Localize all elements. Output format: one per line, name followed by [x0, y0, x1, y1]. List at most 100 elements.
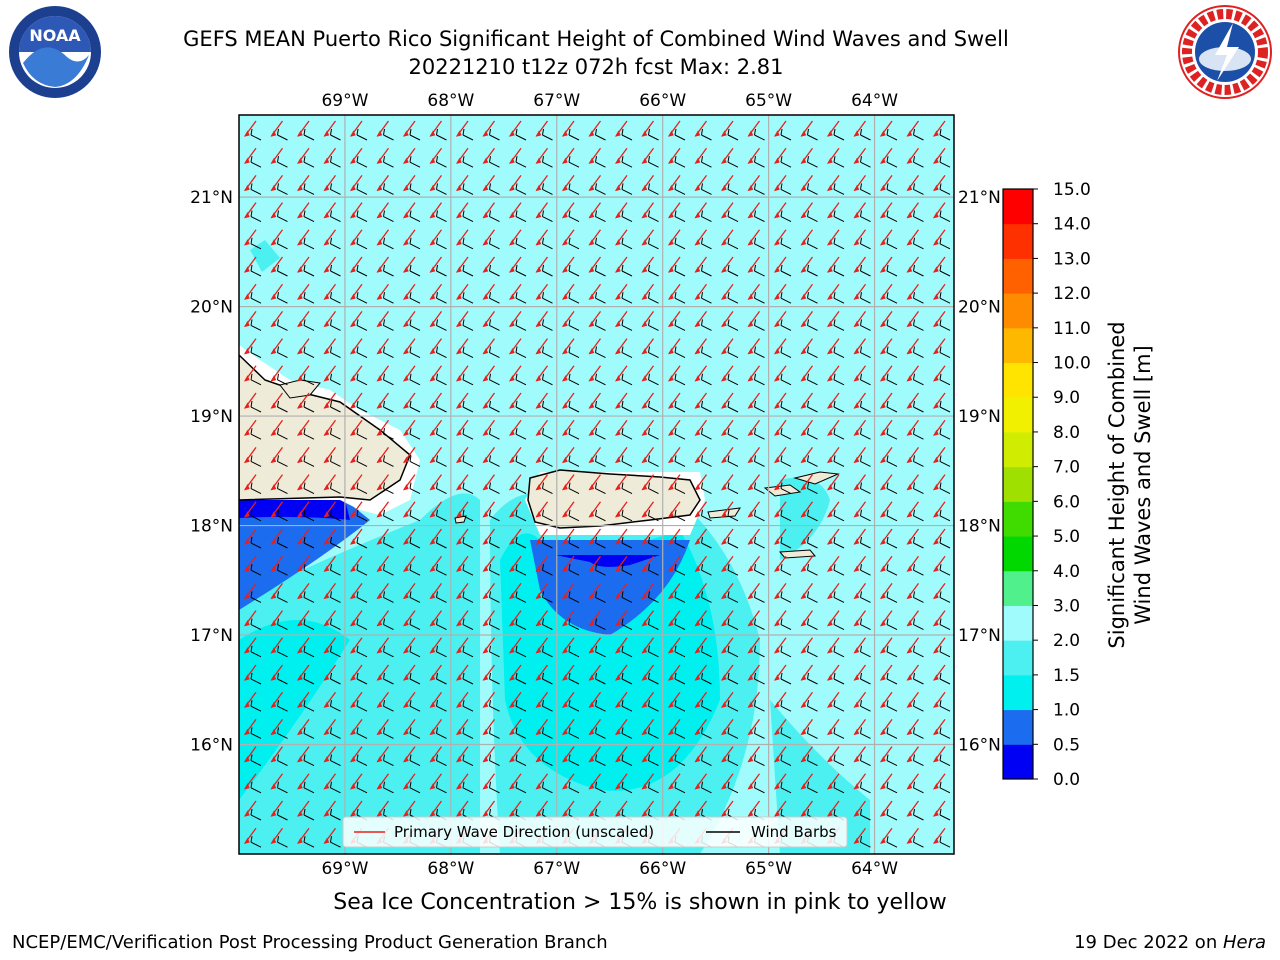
wave-arrow-head — [509, 157, 515, 164]
wind-barb-flag — [595, 591, 597, 598]
wind-barb-flag — [886, 700, 889, 707]
wind-barb-flag — [754, 591, 756, 598]
wind-barb-flag — [489, 482, 491, 489]
wave-arrow-head — [482, 483, 489, 491]
lon-label-top: 65°W — [745, 91, 792, 111]
wave-arrow-head — [800, 347, 807, 355]
wave-arrow-head — [535, 483, 542, 491]
wave-arrow-head — [535, 184, 542, 192]
wind-barb-flag — [568, 128, 571, 136]
wind-barb-flag — [595, 210, 597, 217]
wind-barb — [807, 188, 818, 195]
wind-barb-flag — [621, 210, 624, 217]
wind-barb — [303, 324, 315, 331]
wave-arrow-head — [350, 592, 356, 600]
wave-arrow-head — [509, 239, 515, 246]
wind-barb-flag — [674, 210, 677, 217]
wind-barb — [860, 243, 871, 250]
wave-arrow-head — [456, 402, 462, 409]
wind-barb — [754, 460, 765, 467]
wave-arrow-head — [853, 783, 860, 790]
wave-arrow-head — [376, 266, 383, 273]
wave-arrow-head — [694, 701, 701, 708]
wind-barb-flag — [754, 428, 756, 435]
wind-barb-flag — [886, 237, 889, 244]
wave-arrow-head — [774, 483, 780, 491]
wind-barb-flag — [833, 645, 836, 652]
wind-barb — [727, 216, 739, 223]
wind-barb-flag — [515, 482, 518, 489]
wave-arrow-head — [429, 239, 436, 246]
wind-barb-flag — [780, 754, 783, 761]
wind-barb — [542, 379, 553, 386]
wind-barb-flag — [356, 536, 359, 544]
wind-barb-flag — [833, 237, 836, 244]
wave-arrow-head — [747, 647, 754, 654]
wave-arrow-head — [800, 293, 807, 300]
wave-arrow-head — [721, 511, 727, 518]
wind-barb-flag — [356, 455, 359, 462]
wind-barb-flag — [860, 400, 862, 408]
wind-barb-flag — [356, 781, 359, 788]
wave-arrow-head — [588, 130, 595, 137]
wind-barb-flag — [515, 128, 518, 136]
wave-arrow-head — [244, 701, 250, 708]
wind-barb — [833, 760, 845, 767]
wind-barb — [780, 406, 792, 413]
wind-barb — [436, 651, 447, 658]
wind-barb — [409, 732, 421, 739]
wave-arrow-head — [747, 429, 754, 436]
colorbar-segment — [1003, 362, 1033, 398]
wind-barb-flag — [886, 264, 889, 272]
wave-arrow-head — [668, 402, 674, 409]
wind-barb-flag — [303, 210, 306, 217]
wind-barb — [383, 705, 394, 712]
wave-arrow-head — [244, 239, 250, 246]
wave-arrow-head — [774, 184, 780, 192]
wind-barb — [277, 515, 288, 522]
wave-arrow-head — [562, 157, 568, 164]
wind-barb — [436, 161, 447, 168]
wave-arrow-head — [906, 619, 913, 627]
wind-barb-flag — [939, 128, 942, 136]
wave-arrow-head — [482, 701, 489, 708]
wind-barb — [913, 297, 924, 304]
wind-barb-flag — [489, 700, 491, 707]
wave-arrow-head — [933, 674, 939, 681]
wind-barb — [568, 161, 580, 168]
wind-barb — [595, 542, 606, 549]
wave-arrow-head — [509, 647, 515, 654]
wind-barb — [356, 161, 368, 168]
wind-barb-flag — [409, 645, 412, 652]
wave-arrow-head — [350, 647, 356, 654]
wind-barb — [568, 678, 580, 685]
wind-barb-flag — [833, 700, 836, 707]
wave-arrow-head — [906, 347, 913, 355]
wind-barb — [515, 406, 527, 413]
colorbar-tick-label: 9.0 — [1053, 388, 1080, 408]
wave-arrow-head — [297, 511, 303, 518]
wind-barb — [409, 651, 421, 658]
wind-barb-flag — [886, 509, 889, 516]
wind-barb-flag — [515, 700, 518, 707]
wind-barb-flag — [621, 482, 624, 489]
wind-barb-flag — [727, 156, 730, 163]
wave-arrow-head — [244, 293, 250, 300]
wind-barb — [621, 216, 633, 223]
wave-arrow-head — [721, 483, 727, 491]
wave-arrow-head — [509, 538, 515, 545]
wind-barb — [807, 352, 818, 359]
wave-arrow-head — [535, 266, 542, 273]
wave-arrow-head — [853, 538, 860, 545]
wave-arrow-head — [906, 755, 913, 763]
wind-barb-flag — [462, 591, 465, 598]
wave-arrow-head — [853, 592, 860, 600]
lat-label-right: 16°N — [958, 736, 1001, 756]
wind-barb-flag — [780, 373, 783, 380]
wave-arrow-head — [482, 429, 489, 436]
wind-barb — [913, 787, 924, 794]
wind-barb — [754, 216, 765, 223]
wave-arrow-head — [456, 565, 462, 572]
wind-barb — [913, 324, 924, 331]
wind-barb-flag — [780, 564, 783, 571]
